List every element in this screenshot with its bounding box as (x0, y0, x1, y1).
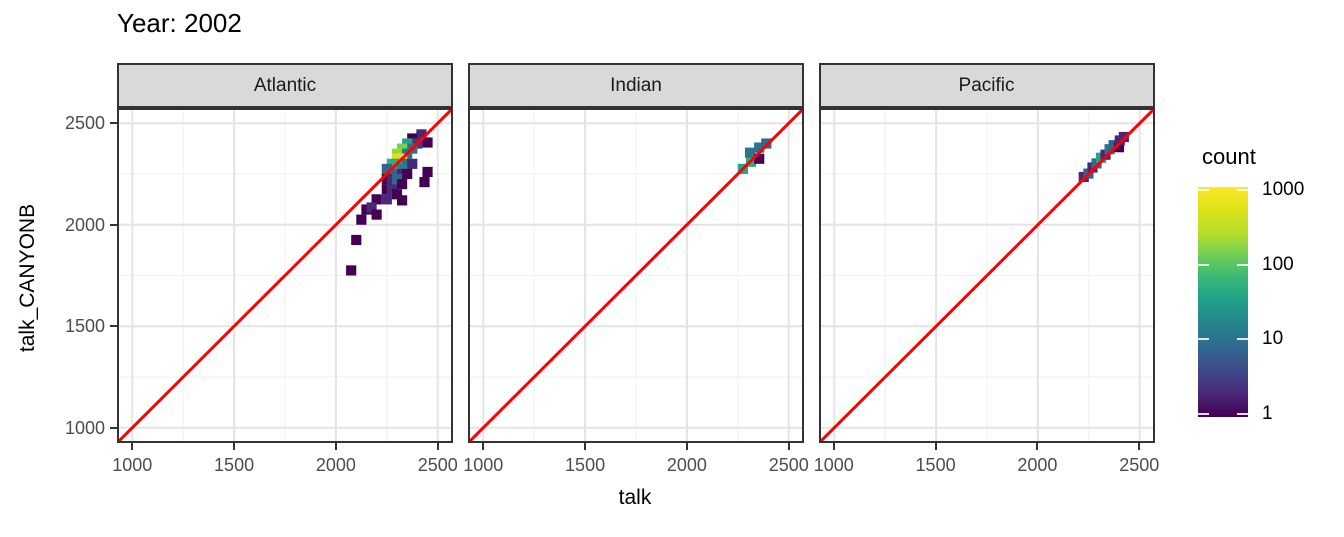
x-axis-tick (334, 443, 337, 450)
x-axis-tick-label: 2000 (1017, 455, 1058, 475)
bin-cell (397, 179, 408, 190)
x-axis-tick (934, 443, 937, 450)
x-axis-tick (685, 443, 688, 450)
panel-border (468, 108, 804, 443)
y-axis-tick (110, 426, 117, 429)
identity-line (117, 108, 453, 443)
facet-panel-atlantic (117, 108, 453, 443)
bin-cell (371, 194, 382, 205)
y-axis-title: talk_CANYONB (16, 203, 39, 353)
y-axis-tick (110, 325, 117, 328)
bin-cell (419, 177, 430, 188)
bin-cell (744, 147, 756, 158)
legend-tick-mark (1237, 413, 1248, 415)
facet-panel-indian (468, 108, 804, 443)
legend-tick-mark (1198, 189, 1209, 191)
bin-cell (366, 202, 377, 213)
x-axis-title: talk (618, 486, 652, 509)
legend-tick-mark (1198, 338, 1209, 341)
bin-cell (351, 234, 362, 246)
legend-colorbar (1198, 187, 1248, 417)
bin-cell (407, 158, 418, 169)
bin-cell (402, 168, 413, 180)
legend-tick-mark (1237, 189, 1248, 191)
x-axis-tick-label: 2000 (315, 455, 356, 475)
y-axis-tick (110, 122, 117, 125)
bin-cell (346, 265, 357, 276)
y-axis-tick-label: 1000 (64, 417, 105, 438)
bin-cell (381, 194, 392, 205)
facet-strip-indian: Indian (468, 63, 804, 108)
y-axis-tick-label: 2500 (64, 113, 105, 134)
x-axis-tick-label: 2500 (768, 455, 809, 475)
bin-cell (422, 137, 433, 148)
legend-tick-label: 10 (1262, 328, 1284, 350)
x-axis-tick (787, 443, 790, 450)
legend-tick-label: 100 (1262, 253, 1294, 275)
legend-title: count (1202, 144, 1256, 169)
legend-tick-mark (1237, 263, 1248, 266)
bin-cell (1090, 158, 1102, 169)
x-axis-tick-label: 1500 (214, 455, 255, 475)
bin-cell (754, 142, 765, 153)
x-axis-tick (1138, 443, 1141, 450)
x-axis-tick-label: 1000 (112, 455, 153, 475)
facet-strip-pacific: Pacific (818, 63, 1155, 108)
x-axis-tick-label: 1000 (463, 455, 504, 475)
x-axis-tick-label: 2500 (1119, 455, 1160, 475)
bin-cell (1108, 140, 1119, 151)
facet-strip-label: Atlantic (253, 74, 317, 96)
panel-border (117, 108, 453, 443)
bin-cell (356, 214, 367, 225)
x-axis-tick (1036, 443, 1039, 450)
x-axis-tick (131, 443, 134, 450)
x-axis-tick (832, 443, 835, 450)
x-axis-tick (584, 443, 587, 450)
x-axis-tick-label: 1000 (813, 455, 854, 475)
bin-cell (397, 195, 408, 206)
bin-cell (1099, 149, 1111, 160)
y-axis-tick-label: 1500 (64, 316, 105, 337)
facet-strip-atlantic: Atlantic (117, 63, 453, 108)
legend-tick-label: 1 (1262, 403, 1273, 424)
bin-cell (754, 153, 765, 164)
legend-tick-mark (1198, 413, 1209, 415)
x-axis-tick-label: 1500 (565, 455, 606, 475)
bin-cell (416, 129, 427, 140)
facet-strip-label: Indian (610, 74, 662, 96)
bin-cell (391, 189, 403, 200)
bin-cell (422, 166, 433, 178)
y-axis-tick (110, 223, 117, 226)
identity-line (468, 108, 804, 443)
x-axis-tick-label: 1500 (915, 455, 956, 475)
panel-border (818, 108, 1155, 443)
identity-line (818, 108, 1155, 443)
facet-panel-pacific (818, 108, 1155, 443)
bin-cell (1113, 142, 1124, 153)
x-axis-tick (233, 443, 236, 450)
x-axis-tick-label: 2000 (666, 455, 707, 475)
x-axis-tick-label: 2500 (417, 455, 458, 475)
legend-tick-label: 1000 (1262, 179, 1305, 200)
x-axis-tick (482, 443, 485, 450)
legend-tick-mark (1198, 263, 1209, 266)
bin-cell (371, 209, 382, 220)
y-axis-tick-label: 2000 (64, 214, 105, 235)
plot-title: Year: 2002 (117, 8, 242, 38)
legend-tick-mark (1237, 338, 1248, 341)
x-axis-tick (436, 443, 439, 450)
facet-strip-label: Pacific (958, 74, 1015, 96)
